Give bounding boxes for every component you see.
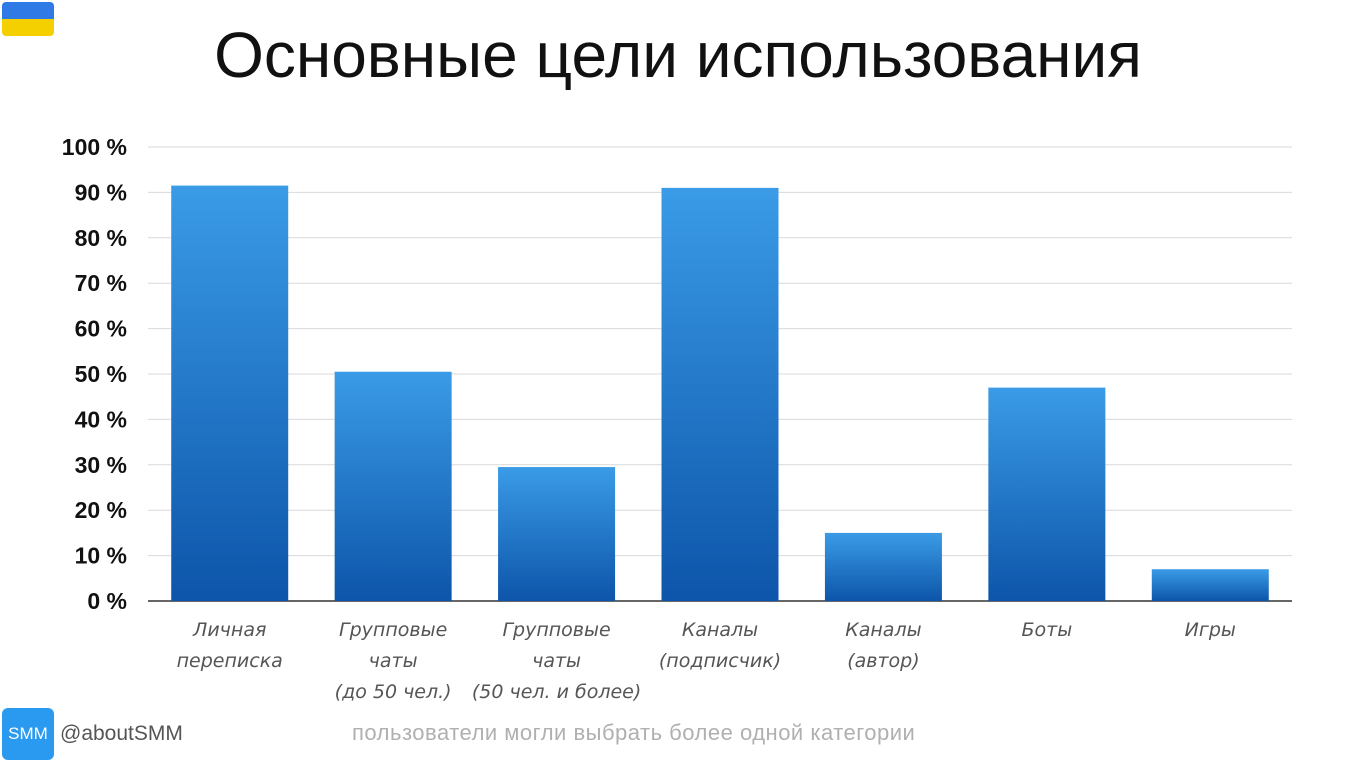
- y-tick-label: 30 %: [75, 452, 127, 478]
- x-tick-label: Личная переписка: [177, 619, 283, 672]
- x-tick-label: Боты: [1021, 619, 1072, 641]
- x-tick-label: Групповые чаты (50 чел. и более): [472, 619, 641, 703]
- y-tick-label: 90 %: [75, 179, 127, 205]
- x-tick-label: Каналы (автор): [845, 619, 921, 672]
- y-tick-label: 0 %: [87, 588, 127, 614]
- y-tick-label: 80 %: [75, 225, 127, 251]
- y-axis-ticks: 0 % 10 % 20 % 30 % 40 % 50 % 60 % 70 % 80 % 90 % 1…: [62, 134, 127, 614]
- footer-handle: @aboutSMM: [60, 722, 183, 745]
- y-tick-label: 10 %: [75, 543, 127, 569]
- ukraine-flag-icon: [2, 2, 54, 36]
- bar: [824, 532, 942, 601]
- bars: [171, 185, 1269, 602]
- y-tick-label: 100 %: [62, 134, 127, 160]
- x-tick-label: Игры: [1185, 619, 1236, 641]
- y-tick-label: 60 %: [75, 316, 127, 342]
- x-axis-ticks: Личная переписка Групповые чаты (до 50 чел.)…: [177, 619, 1236, 703]
- bar: [334, 371, 452, 601]
- y-tick-label: 40 %: [75, 406, 127, 432]
- footer-note: пользователи могли выбрать более одной к…: [352, 720, 916, 745]
- bar: [171, 185, 289, 601]
- y-tick-label: 70 %: [75, 270, 127, 296]
- y-tick-label: 20 %: [75, 497, 127, 523]
- x-tick-label: Каналы (подписчик): [659, 619, 781, 672]
- y-tick-label: 50 %: [75, 361, 127, 387]
- x-tick-label: Групповые чаты (до 50 чел.): [335, 619, 452, 703]
- bar: [498, 467, 616, 601]
- bar: [1151, 569, 1269, 601]
- page-title: Основные цели использования: [214, 19, 1142, 91]
- smm-logo: SMM: [2, 708, 54, 760]
- bar: [988, 387, 1106, 601]
- bar: [661, 187, 779, 602]
